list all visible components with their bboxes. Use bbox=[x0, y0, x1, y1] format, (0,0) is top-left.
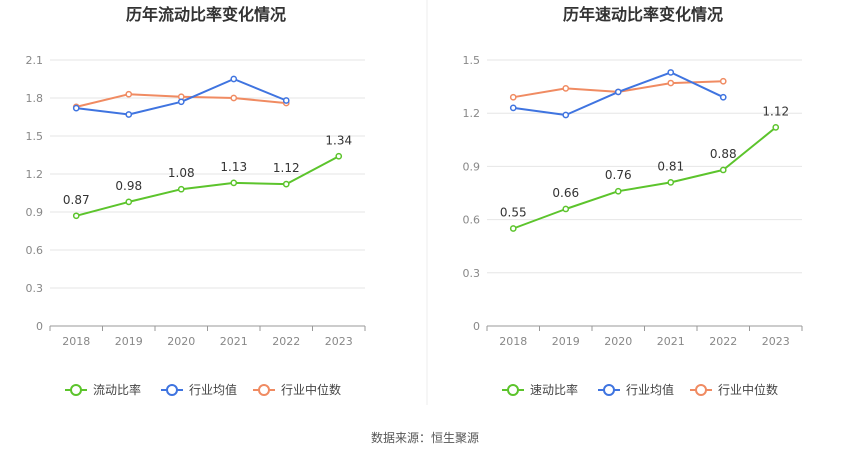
data-label: 1.12 bbox=[273, 161, 300, 175]
x-tick-label: 2019 bbox=[552, 335, 580, 348]
data-point bbox=[719, 166, 727, 174]
data-point bbox=[282, 97, 290, 104]
y-tick-label: 1.2 bbox=[26, 168, 44, 181]
data-point bbox=[509, 225, 517, 232]
data-point bbox=[282, 180, 290, 188]
data-label: 0.98 bbox=[115, 179, 142, 193]
data-label: 0.87 bbox=[63, 193, 90, 207]
legend-label: 速动比率 bbox=[530, 382, 578, 397]
legend-label: 流动比率 bbox=[93, 382, 141, 397]
source-footer: 数据来源：恒生聚源 bbox=[371, 430, 479, 445]
data-point bbox=[562, 205, 570, 213]
legend-marker bbox=[258, 384, 270, 396]
data-label: 0.81 bbox=[657, 159, 684, 173]
data-point bbox=[230, 94, 238, 102]
data-point bbox=[509, 104, 517, 112]
data-point bbox=[125, 111, 133, 118]
x-tick-label: 2021 bbox=[657, 335, 685, 348]
data-point bbox=[562, 85, 570, 92]
data-point bbox=[719, 77, 727, 85]
data-point bbox=[125, 198, 133, 206]
data-point bbox=[230, 179, 238, 187]
y-tick-label: 2.1 bbox=[26, 54, 44, 67]
legend-label: 行业中位数 bbox=[281, 382, 341, 397]
y-tick-label: 0.9 bbox=[463, 160, 481, 173]
data-point bbox=[667, 79, 675, 87]
x-tick-label: 2020 bbox=[167, 335, 195, 348]
legend-item[interactable]: 行业均值 bbox=[598, 382, 674, 397]
x-tick-label: 2023 bbox=[325, 335, 353, 348]
chart-title: 历年速动比率变化情况 bbox=[563, 5, 723, 24]
legend-marker bbox=[70, 384, 82, 396]
y-tick-label: 0.3 bbox=[26, 282, 44, 295]
legend-marker bbox=[507, 384, 519, 396]
legend-label: 行业均值 bbox=[189, 382, 237, 397]
data-point bbox=[72, 104, 80, 112]
x-tick-label: 2018 bbox=[499, 335, 527, 348]
data-label: 0.55 bbox=[500, 205, 527, 219]
y-tick-label: 0 bbox=[36, 320, 43, 333]
legend-item[interactable]: 流动比率 bbox=[65, 382, 141, 397]
data-point bbox=[125, 90, 133, 98]
data-label: 0.88 bbox=[710, 147, 737, 161]
x-tick-label: 2018 bbox=[62, 335, 90, 348]
x-tick-label: 2022 bbox=[272, 335, 300, 348]
data-label: 0.66 bbox=[552, 186, 579, 200]
legend-item[interactable]: 行业中位数 bbox=[690, 382, 778, 397]
y-tick-label: 0 bbox=[473, 320, 480, 333]
data-label: 0.76 bbox=[605, 168, 632, 182]
legend-marker bbox=[603, 384, 615, 396]
legend-marker bbox=[695, 384, 707, 396]
data-point bbox=[614, 187, 622, 195]
data-point bbox=[772, 124, 780, 131]
series-line-0 bbox=[512, 126, 777, 230]
quick-ratio-panel: 历年速动比率变化情况 0 0.3 0.6 0.9 1.2 1.5 2018 2019 2020 20… bbox=[463, 5, 803, 397]
data-point bbox=[614, 88, 622, 96]
data-point bbox=[335, 152, 343, 160]
x-tick-label: 2023 bbox=[762, 335, 790, 348]
data-point bbox=[72, 212, 80, 220]
current-ratio-panel: 历年流动比率变化情况 0 0.3 0.6 0.9 1.2 1.5 1.8 2.1 2018 2019… bbox=[26, 5, 366, 397]
x-tick-label: 2021 bbox=[220, 335, 248, 348]
data-label: 1.08 bbox=[168, 166, 195, 180]
y-tick-label: 1.2 bbox=[463, 107, 481, 120]
legend-label: 行业均值 bbox=[626, 382, 674, 397]
data-label: 1.34 bbox=[325, 133, 352, 147]
legend-label: 行业中位数 bbox=[718, 382, 778, 397]
y-tick-label: 1.8 bbox=[26, 92, 44, 105]
y-tick-label: 0.3 bbox=[463, 267, 481, 280]
legend-item[interactable]: 速动比率 bbox=[502, 382, 578, 397]
x-tick-label: 2020 bbox=[604, 335, 632, 348]
x-tick-label: 2019 bbox=[115, 335, 143, 348]
legend-item[interactable]: 行业均值 bbox=[161, 382, 237, 397]
data-point bbox=[509, 93, 517, 101]
data-label: 1.13 bbox=[220, 160, 247, 174]
data-point bbox=[667, 179, 675, 186]
chart-title: 历年流动比率变化情况 bbox=[126, 5, 286, 24]
y-tick-label: 1.5 bbox=[26, 130, 44, 143]
y-tick-label: 0.9 bbox=[26, 206, 44, 219]
legend-marker bbox=[166, 384, 178, 396]
data-point bbox=[230, 75, 238, 83]
data-point bbox=[719, 93, 727, 101]
data-point bbox=[177, 185, 185, 193]
data-point bbox=[177, 98, 185, 106]
y-tick-label: 1.5 bbox=[463, 54, 481, 67]
y-tick-label: 0.6 bbox=[463, 214, 481, 227]
y-tick-label: 0.6 bbox=[26, 244, 44, 257]
x-tick-label: 2022 bbox=[709, 335, 737, 348]
series-line-0 bbox=[76, 155, 340, 217]
legend-item[interactable]: 行业中位数 bbox=[253, 382, 341, 397]
data-point bbox=[562, 111, 570, 119]
data-point bbox=[667, 69, 675, 76]
data-label: 1.12 bbox=[762, 104, 789, 118]
